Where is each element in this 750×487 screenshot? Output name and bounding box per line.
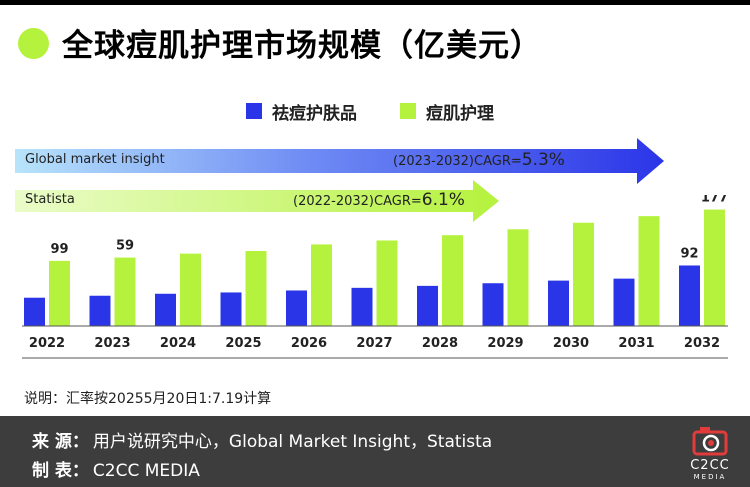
bar-green-2032: [704, 209, 725, 326]
cagr-arrow-global: [15, 138, 664, 184]
bar-green-2029: [507, 229, 529, 326]
legend-swatch-green: [400, 103, 416, 119]
data-label-2022-1: 99: [50, 242, 68, 257]
x-tick-2026: 2026: [291, 336, 327, 351]
top-bar: [0, 0, 750, 5]
bar-blue-2023: [89, 295, 111, 326]
bar-green-2027: [376, 240, 398, 326]
cagr-arrow-statista: [15, 180, 499, 222]
bar-blue-2031: [613, 278, 635, 326]
footer-maker-key: 制 表：: [32, 461, 89, 481]
legend-item-1: 祛痘护肤品: [246, 100, 357, 124]
x-tick-2025: 2025: [225, 336, 261, 351]
bar-blue-2030: [548, 280, 569, 326]
legend-item-2: 痘肌护理: [400, 100, 494, 124]
bar-blue-2026: [286, 290, 307, 326]
legend-swatch-blue: [246, 103, 262, 119]
bar-blue-2022: [24, 297, 45, 326]
footer-source-key: 来 源：: [32, 432, 89, 452]
bar-blue-2028: [417, 285, 438, 326]
x-tick-2027: 2027: [356, 336, 392, 351]
title-dot-icon: [18, 28, 49, 59]
bar-green-2023: [114, 257, 136, 326]
footer: 来 源： 用户说研究中心，Global Market Insight，Statis…: [0, 416, 750, 487]
cagr-period-global: (2023-2032)CAGR=: [393, 154, 522, 169]
logo-text: C2CC: [690, 458, 730, 473]
bar-green-2022: [49, 260, 70, 326]
x-tick-2023: 2023: [94, 336, 130, 351]
x-tick-2028: 2028: [422, 336, 458, 351]
x-tick-2032: 2032: [684, 336, 720, 351]
footer-source: 来 源： 用户说研究中心，Global Market Insight，Statis…: [32, 427, 492, 452]
arrow-source-statista: Statista: [25, 192, 75, 207]
legend-label-1: 祛痘护肤品: [272, 103, 357, 124]
bar-green-2031: [638, 216, 660, 326]
logo-subtext: MEDIA: [693, 473, 727, 481]
legend-label-2: 痘肌护理: [426, 103, 494, 124]
bar-blue-2029: [482, 283, 504, 326]
x-tick-2029: 2029: [487, 336, 523, 351]
x-tick-2031: 2031: [618, 336, 654, 351]
footer-source-value: 用户说研究中心，Global Market Insight，Statista: [92, 432, 493, 452]
x-tick-2030: 2030: [553, 336, 589, 351]
x-tick-2024: 2024: [160, 336, 196, 351]
bar-blue-2025: [220, 292, 242, 326]
data-label-2032-0: 92: [680, 246, 698, 261]
footer-maker: 制 表： C2CC MEDIA: [32, 456, 200, 481]
bar-blue-2027: [351, 287, 373, 326]
footer-maker-value: C2CC MEDIA: [92, 461, 200, 481]
cagr-rate-statista: 6.1%: [421, 190, 465, 210]
cagr-global: (2023-2032)CAGR=5.3%: [393, 150, 565, 170]
x-tick-2022: 2022: [29, 336, 65, 351]
bar-green-2026: [311, 244, 332, 326]
data-label-2032-1: 177: [701, 195, 728, 206]
note-text: 说明：汇率按20255月20日1:7.19计算: [24, 391, 272, 407]
cagr-statista: (2022-2032)CAGR=6.1%: [293, 190, 465, 210]
arrow-source-global: Global market insight: [25, 152, 165, 167]
bar-blue-2024: [155, 293, 176, 326]
bar-green-2024: [180, 253, 201, 326]
data-label-2023-1: 59: [116, 239, 134, 254]
bar-blue-2032: [679, 265, 700, 326]
chart-title: 全球痘肌护理市场规模（亿美元）: [62, 28, 542, 64]
cagr-period-statista: (2022-2032)CAGR=: [293, 194, 422, 209]
bar-green-2030: [573, 222, 594, 326]
bar-green-2028: [442, 235, 463, 326]
bar-chart: 99 2022 59 2023 2024 2025 2026 2027 2028 2029 2030…: [22, 195, 728, 359]
camera-logo-icon: [692, 427, 728, 456]
cagr-rate-global: 5.3%: [521, 150, 565, 170]
bar-green-2025: [245, 251, 267, 326]
